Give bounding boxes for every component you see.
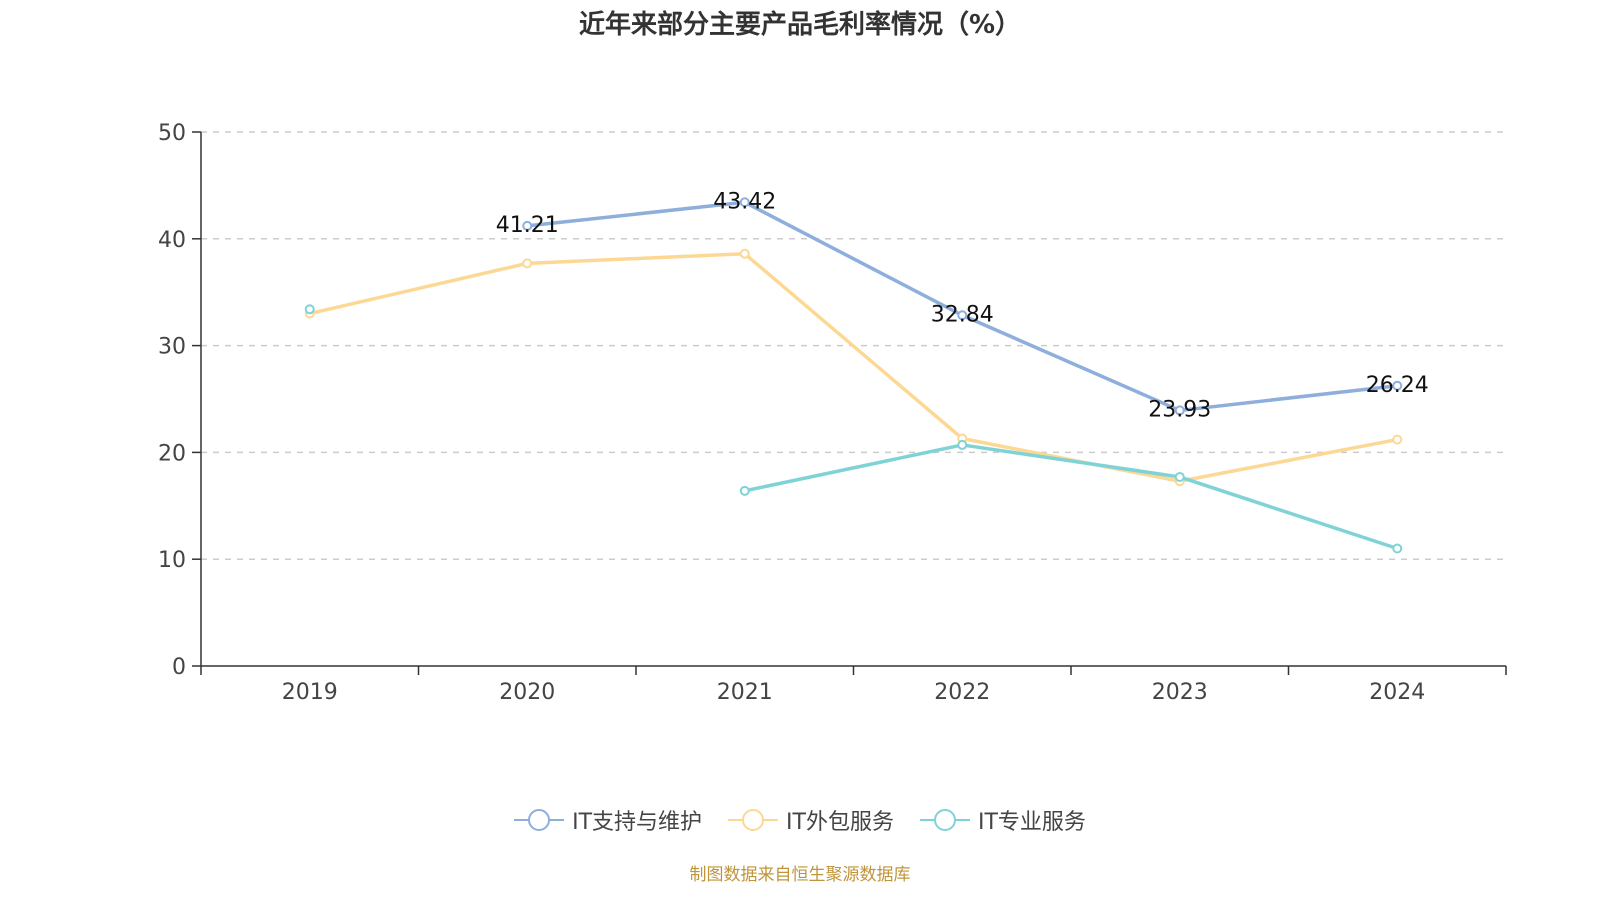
series-group <box>304 197 1403 554</box>
series-line <box>744 443 1398 551</box>
data-point <box>1174 471 1185 482</box>
y-tick-label: 20 <box>158 441 186 466</box>
y-tick-label: 0 <box>172 655 186 680</box>
legend: IT支持与维护 IT外包服务 IT专业服务 <box>0 804 1600 836</box>
x-tick-label: 2022 <box>934 680 990 705</box>
y-tick-label: 30 <box>158 335 186 360</box>
data-point <box>739 248 750 259</box>
x-tick-label: 2019 <box>282 680 338 705</box>
data-label: 43.42 <box>713 189 776 214</box>
legend-line-circle-icon <box>728 809 779 831</box>
series-line <box>309 252 1398 483</box>
legend-label: IT外包服务 <box>786 810 894 835</box>
legend-line-circle-icon <box>514 809 565 831</box>
data-label: 26.24 <box>1366 373 1429 398</box>
source-note: 制图数据来自恒生聚源数据库 <box>689 865 911 885</box>
y-tick-label: 10 <box>158 548 186 573</box>
data-point <box>304 304 315 315</box>
data-point <box>739 197 750 208</box>
data-labels: 41.21 43.42 32.84 23.93 26.24 <box>496 189 1429 422</box>
data-label: 41.21 <box>496 213 559 238</box>
data-point <box>1392 434 1403 445</box>
chart-title: 近年来部分主要产品毛利率情况（%） <box>578 10 1022 40</box>
data-point <box>957 310 968 321</box>
data-point <box>957 439 968 450</box>
data-point <box>739 485 750 496</box>
x-tick-label: 2020 <box>499 680 555 705</box>
legend-line-circle-icon <box>919 809 970 831</box>
data-point <box>1392 543 1403 554</box>
data-point <box>522 258 533 269</box>
data-label: 23.93 <box>1148 397 1211 422</box>
x-tick-label: 2023 <box>1152 680 1208 705</box>
legend-item[interactable]: IT支持与维护 <box>514 804 702 836</box>
y-tick-label: 50 <box>158 121 186 146</box>
grid-lines <box>201 131 1506 560</box>
data-label: 32.84 <box>931 302 994 327</box>
data-point <box>1392 380 1403 391</box>
data-point <box>1174 405 1185 416</box>
legend-label: IT支持与维护 <box>572 810 703 835</box>
legend-item[interactable]: IT专业服务 <box>919 804 1086 836</box>
axes: 0 10 20 30 40 50 2019 2020 2021 2022 2023 2024 <box>158 121 1507 705</box>
data-point <box>522 220 533 231</box>
legend-label: IT专业服务 <box>977 810 1086 835</box>
legend-item[interactable]: IT外包服务 <box>728 804 894 836</box>
x-tick-label: 2024 <box>1369 680 1425 705</box>
y-tick-label: 40 <box>158 228 186 253</box>
x-tick-label: 2021 <box>717 680 773 705</box>
